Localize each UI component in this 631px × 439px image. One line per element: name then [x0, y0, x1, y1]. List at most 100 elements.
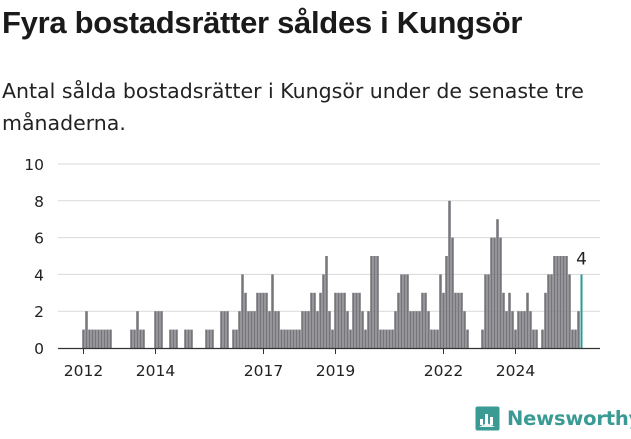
bar — [427, 311, 430, 348]
bar — [274, 311, 277, 348]
bar — [280, 329, 283, 348]
bar — [448, 200, 451, 348]
bar — [511, 311, 514, 348]
bar — [403, 274, 406, 348]
bar — [184, 329, 187, 348]
bar — [481, 329, 484, 348]
bar — [496, 219, 499, 348]
bar — [253, 311, 256, 348]
bar — [100, 329, 103, 348]
bar — [283, 329, 286, 348]
bar — [457, 292, 460, 348]
x-tick-label: 2024 — [496, 362, 535, 380]
bar — [325, 256, 328, 348]
bar — [310, 292, 313, 348]
bar — [316, 311, 319, 348]
bar — [418, 311, 421, 348]
gridlines — [58, 163, 600, 312]
bar — [337, 292, 340, 348]
bar — [232, 329, 235, 348]
y-tick-label: 6 — [34, 230, 44, 248]
bar — [259, 292, 262, 348]
bar — [484, 274, 487, 348]
bar — [562, 256, 565, 348]
chart-title: Fyra bostadsrätter såldes i Kungsör — [2, 5, 523, 40]
bar-chart: 0 2 4 6 8 10 2012 2014 2017 2019 2022 2024 4 — [24, 156, 600, 380]
bar — [160, 311, 163, 348]
y-tick-label: 2 — [34, 303, 44, 321]
annotations: 4 — [576, 249, 587, 269]
bar — [223, 311, 226, 348]
bar — [94, 329, 97, 348]
bar — [433, 329, 436, 348]
bar — [349, 329, 352, 348]
bar — [241, 274, 244, 348]
bar — [211, 329, 214, 348]
y-axis: 0 2 4 6 8 10 — [24, 156, 44, 358]
bar — [574, 329, 577, 348]
bar — [568, 274, 571, 348]
bars — [82, 200, 583, 348]
bar — [364, 329, 367, 348]
bar — [295, 329, 298, 348]
bar — [271, 274, 274, 348]
bar — [247, 311, 250, 348]
bar — [328, 311, 331, 348]
bar — [355, 292, 358, 348]
bar — [421, 292, 424, 348]
bar — [139, 329, 142, 348]
bar — [376, 256, 379, 348]
bar — [514, 329, 517, 348]
bar — [169, 329, 172, 348]
bar — [343, 292, 346, 348]
bar — [385, 329, 388, 348]
x-tick-label: 2022 — [424, 362, 463, 380]
bar — [292, 329, 295, 348]
bar — [493, 237, 496, 348]
bar — [460, 292, 463, 348]
x-tick-label: 2014 — [136, 362, 175, 380]
bar — [409, 311, 412, 348]
bar — [238, 311, 241, 348]
bar — [157, 311, 160, 348]
bar — [553, 256, 556, 348]
bar — [352, 292, 355, 348]
bar — [523, 311, 526, 348]
bar — [142, 329, 145, 348]
brand-name: Newsworthy — [507, 407, 631, 430]
bar — [361, 311, 364, 348]
bar — [454, 292, 457, 348]
bar — [520, 311, 523, 348]
bar — [190, 329, 193, 348]
bar — [319, 292, 322, 348]
bar — [388, 329, 391, 348]
bar — [412, 311, 415, 348]
bar — [466, 329, 469, 348]
bar — [367, 311, 370, 348]
bar — [487, 274, 490, 348]
bar — [505, 311, 508, 348]
bar — [220, 311, 223, 348]
bar — [382, 329, 385, 348]
bar — [541, 329, 544, 348]
bar — [97, 329, 100, 348]
bar — [208, 329, 211, 348]
bar — [298, 329, 301, 348]
bar — [175, 329, 178, 348]
bar — [577, 311, 580, 348]
bar — [256, 292, 259, 348]
brand-logo: Newsworthy — [475, 406, 631, 431]
bar — [91, 329, 94, 348]
bar — [517, 311, 520, 348]
bar — [547, 274, 550, 348]
bar — [103, 329, 106, 348]
bar — [88, 329, 91, 348]
bar — [346, 311, 349, 348]
bar — [133, 329, 136, 348]
bar — [286, 329, 289, 348]
bar — [331, 329, 334, 348]
bar — [565, 256, 568, 348]
bar — [250, 311, 253, 348]
bar — [550, 274, 553, 348]
y-tick-label: 10 — [24, 156, 44, 174]
